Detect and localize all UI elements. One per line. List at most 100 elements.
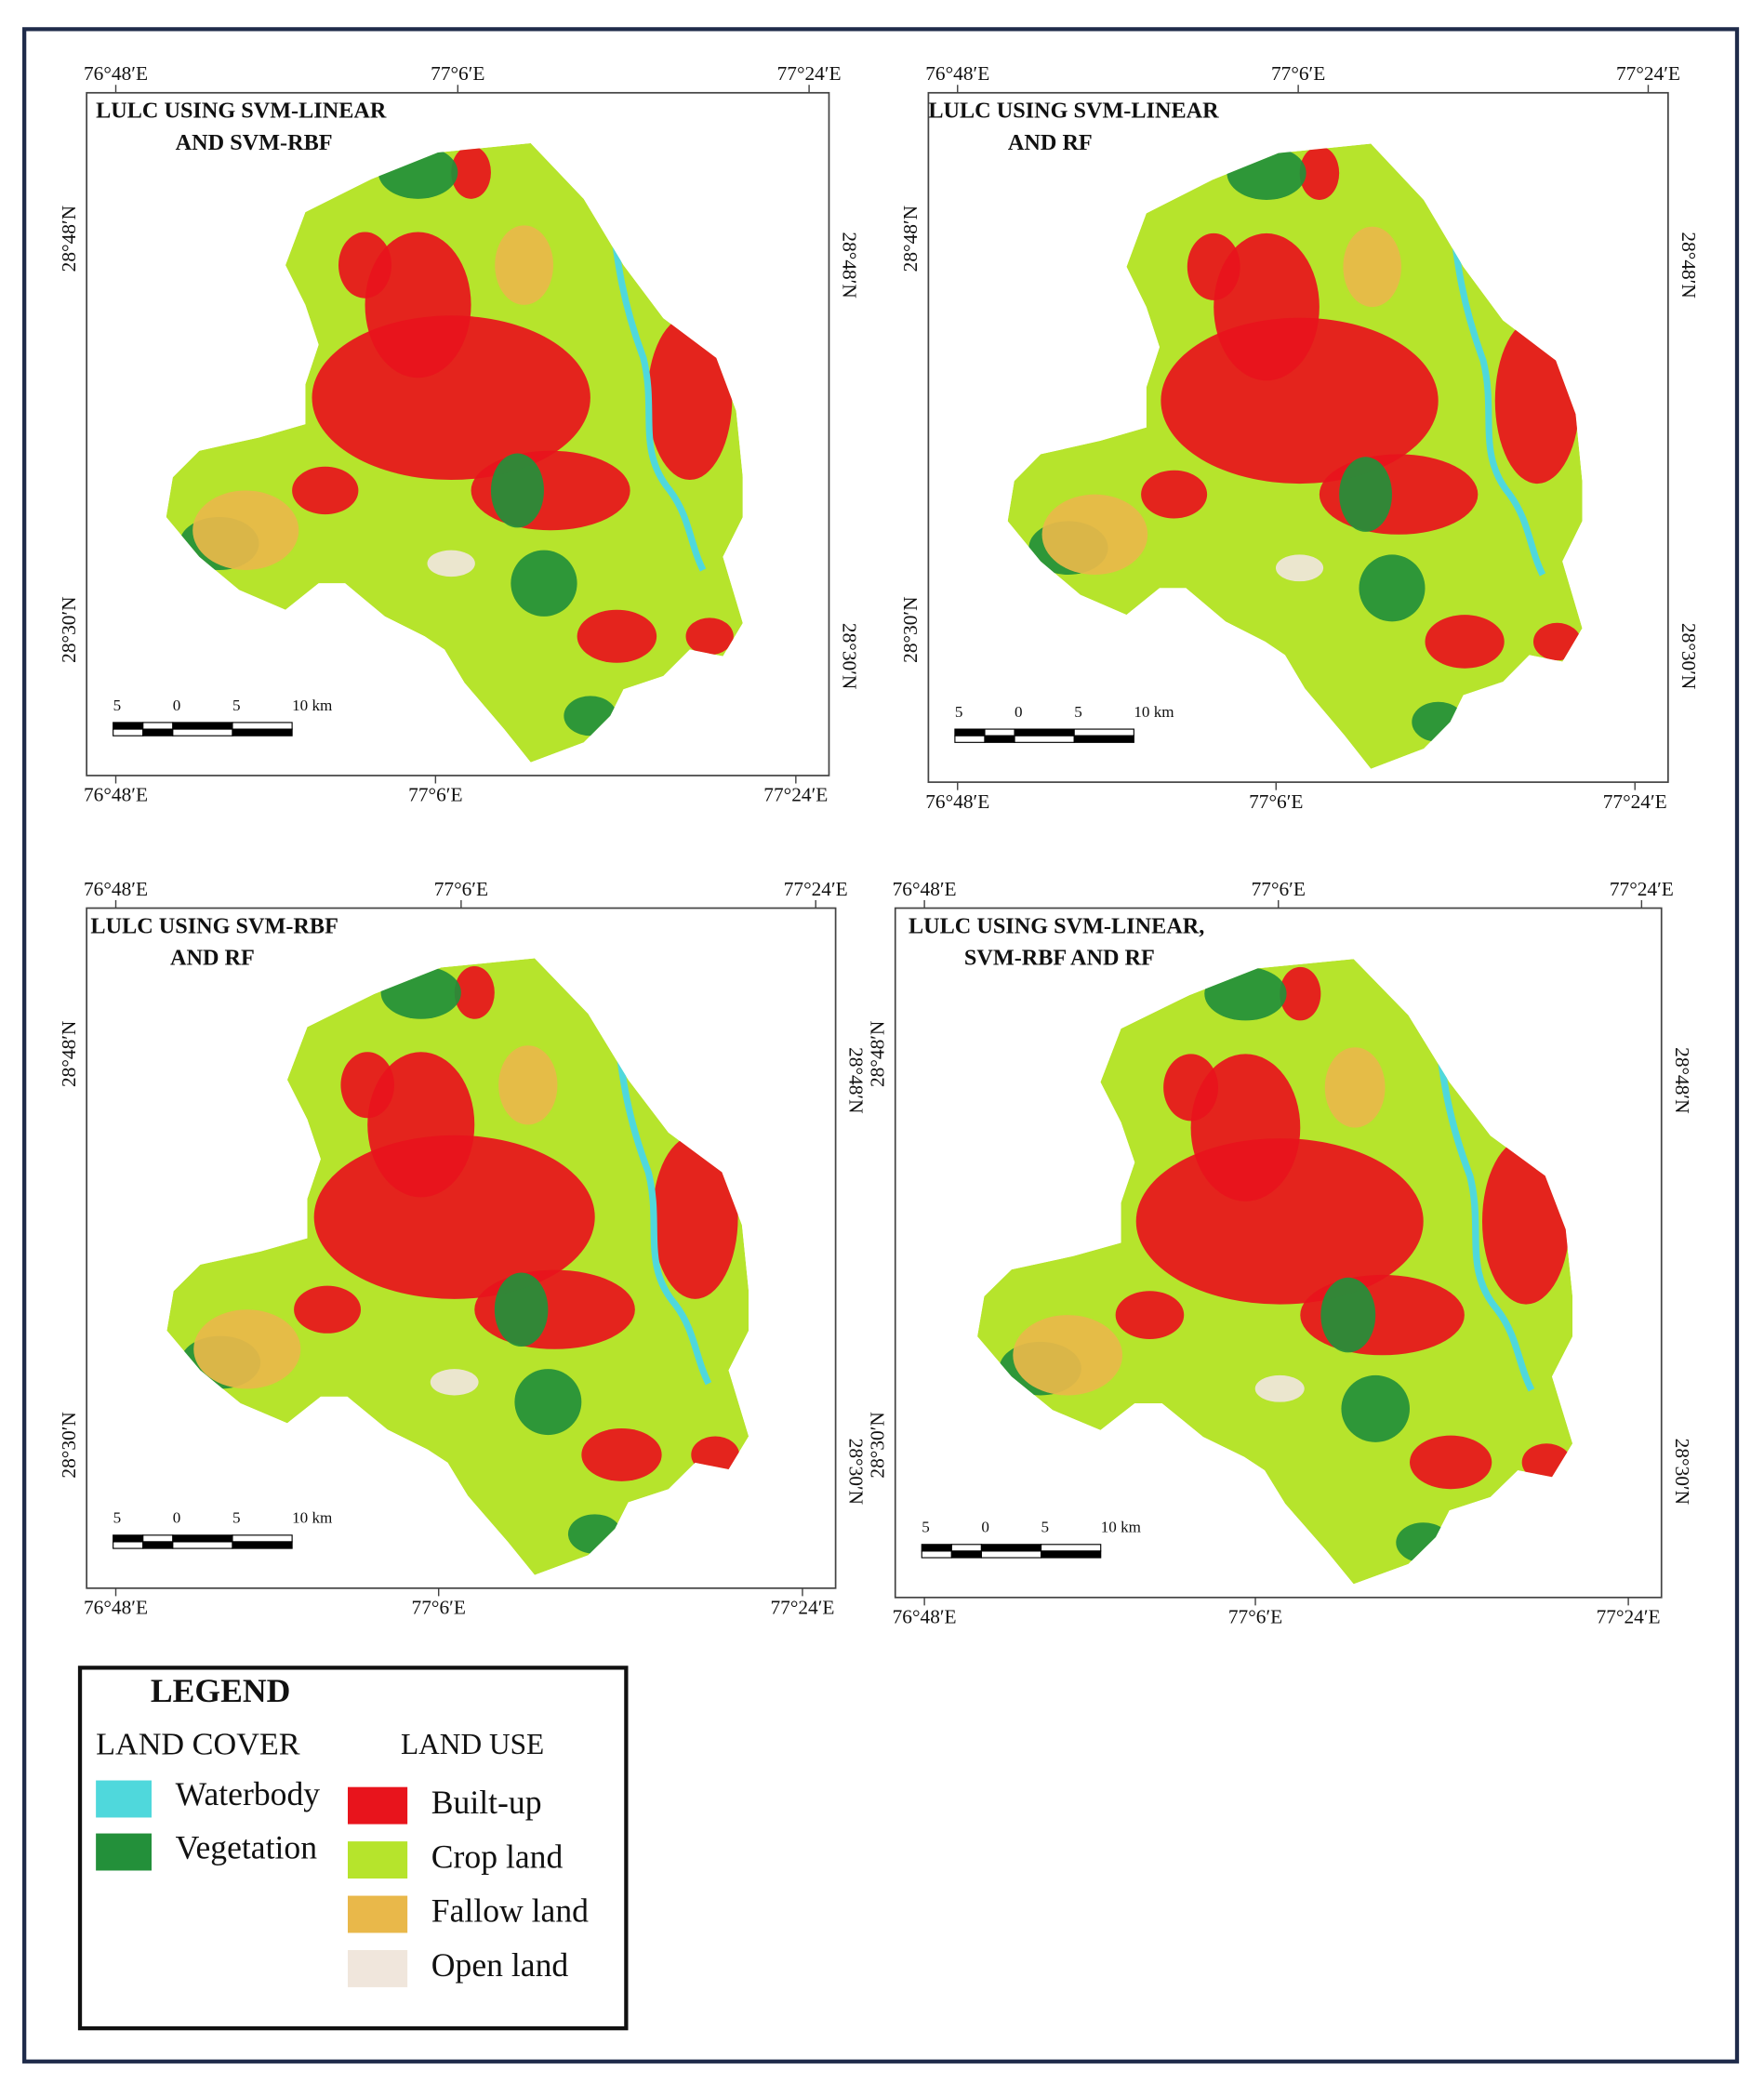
map-title: AND SVM-RBF bbox=[176, 130, 333, 155]
lon-label: 76°48′E bbox=[925, 62, 989, 85]
scale-seg bbox=[113, 728, 144, 737]
scale-label: 5 bbox=[1074, 703, 1082, 721]
map-title: AND RF bbox=[170, 946, 255, 971]
land-patch bbox=[691, 1436, 740, 1474]
lat-label: 28°30′N bbox=[58, 1412, 80, 1478]
scale-label: 5 bbox=[955, 703, 963, 721]
lat-label: 28°48′N bbox=[1678, 232, 1700, 298]
land-patch bbox=[1163, 1054, 1219, 1122]
scale-seg bbox=[950, 1544, 982, 1552]
land-patch bbox=[1320, 1277, 1376, 1353]
lon-label: 77°6′E bbox=[431, 62, 484, 85]
land-patch bbox=[514, 1369, 582, 1436]
scale-seg bbox=[1040, 1550, 1102, 1559]
land-patch bbox=[647, 315, 733, 481]
land-patch bbox=[581, 1428, 662, 1481]
scale-seg bbox=[1073, 728, 1134, 737]
scale-seg bbox=[950, 1550, 982, 1559]
map-area bbox=[1007, 143, 1583, 769]
scale-label: 5 bbox=[922, 1519, 930, 1536]
scale-seg bbox=[142, 1534, 174, 1543]
scale-seg bbox=[142, 722, 174, 730]
scale-seg bbox=[113, 1534, 144, 1543]
scale-seg bbox=[1040, 1544, 1102, 1552]
scale-seg bbox=[921, 1544, 952, 1552]
land-patch bbox=[1275, 554, 1324, 582]
scale-seg bbox=[232, 722, 293, 730]
land-patch bbox=[338, 232, 392, 299]
land-patch bbox=[495, 225, 553, 305]
lon-label: 77°6′E bbox=[412, 1597, 466, 1619]
land-patch bbox=[1254, 1374, 1305, 1402]
land-patch bbox=[292, 466, 359, 515]
lon-label: 77°6′E bbox=[1271, 62, 1325, 85]
scale-label: 0 bbox=[173, 1509, 181, 1527]
legend-swatch bbox=[347, 1895, 408, 1933]
scale-seg bbox=[232, 1541, 293, 1549]
legend-label: Crop land bbox=[431, 1838, 564, 1875]
scale-seg bbox=[980, 1550, 1042, 1559]
lon-label: 76°48′E bbox=[84, 62, 148, 85]
legend-label: Fallow land bbox=[431, 1892, 589, 1930]
lon-label: 77°6′E bbox=[1228, 1606, 1282, 1628]
land-patch bbox=[451, 145, 491, 199]
land-patch bbox=[365, 232, 471, 378]
land-patch bbox=[1339, 457, 1392, 532]
lon-label: 76°48′E bbox=[893, 1606, 957, 1628]
scale-seg bbox=[172, 1534, 233, 1543]
map-panel: LULC USING SVM-LINEAR AND SVM-RBF 76°48′E 7… bbox=[58, 62, 861, 806]
lon-label: 76°48′E bbox=[925, 790, 989, 813]
scale-seg bbox=[980, 1544, 1042, 1552]
scale-seg bbox=[172, 728, 233, 737]
lat-label: 28°48′N bbox=[58, 206, 80, 272]
land-patch bbox=[1299, 146, 1340, 200]
lon-label: 77°24′E bbox=[784, 878, 848, 900]
land-patch bbox=[1013, 1315, 1123, 1396]
map-title: LULC USING SVM-RBF bbox=[90, 913, 338, 938]
scale-seg bbox=[172, 1541, 233, 1549]
lat-label: 28°30′N bbox=[839, 623, 861, 689]
legend-swatch bbox=[96, 1833, 153, 1871]
lon-label: 77°24′E bbox=[1616, 62, 1680, 85]
legend-label: Vegetation bbox=[176, 1828, 318, 1865]
lon-label: 76°48′E bbox=[84, 878, 148, 900]
scale-label: 10 km bbox=[292, 697, 333, 714]
scale-label: 10 km bbox=[1101, 1519, 1142, 1536]
lon-label: 77°6′E bbox=[1249, 790, 1303, 813]
lon-label: 76°48′E bbox=[84, 1597, 148, 1619]
scale-seg bbox=[232, 728, 293, 737]
map-panel: LULC USING SVM-LINEAR, SVM-RBF AND RF 76°4… bbox=[867, 878, 1693, 1628]
map-panel: LULC USING SVM-LINEAR AND RF 76°48′E 77°6′E… bbox=[899, 62, 1700, 813]
lat-label: 28°30′N bbox=[1671, 1439, 1693, 1505]
land-patch bbox=[1041, 494, 1148, 575]
lat-label: 28°48′N bbox=[1671, 1047, 1693, 1113]
lat-label: 28°48′N bbox=[899, 206, 922, 272]
scale-seg bbox=[954, 728, 986, 737]
land-patch bbox=[577, 609, 657, 663]
land-patch bbox=[1141, 470, 1208, 519]
land-patch bbox=[685, 617, 734, 656]
land-patch bbox=[1187, 232, 1240, 300]
scale-label: 5 bbox=[232, 697, 241, 714]
land-patch bbox=[511, 550, 577, 617]
land-patch bbox=[490, 453, 544, 528]
map-area bbox=[166, 142, 743, 763]
land-patch bbox=[192, 490, 299, 570]
land-patch bbox=[494, 1272, 549, 1347]
lat-label: 28°30′N bbox=[899, 596, 922, 662]
land-patch bbox=[427, 550, 475, 577]
legend-label: Open land bbox=[431, 1946, 569, 1984]
lon-label: 77°24′E bbox=[763, 784, 828, 806]
land-patch bbox=[1410, 1435, 1492, 1490]
land-patch bbox=[1280, 966, 1321, 1021]
scale-seg bbox=[142, 1541, 174, 1549]
land-patch bbox=[1343, 226, 1401, 308]
land-patch bbox=[430, 1369, 479, 1396]
land-patch bbox=[1324, 1047, 1386, 1128]
map-title: AND RF bbox=[1008, 130, 1093, 155]
scale-label: 10 km bbox=[292, 1509, 333, 1527]
map-area bbox=[166, 958, 749, 1575]
land-patch bbox=[1341, 1374, 1410, 1442]
lat-label: 28°30′N bbox=[867, 1412, 889, 1478]
